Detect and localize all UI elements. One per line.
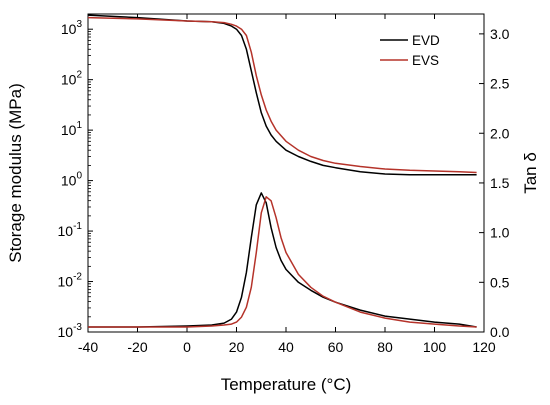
right-tick-label: 1.0 (490, 225, 510, 241)
right-y-axis: 0.0 0.5 1.0 1.5 2.0 2.5 3.0 (479, 26, 510, 340)
left-tick-label: 100 (61, 171, 83, 189)
series-line-evd-tan-delta (88, 192, 477, 328)
right-tick-label: 1.5 (490, 175, 510, 191)
x-axis: -40 -20 0 20 40 60 80 100 120 (78, 14, 496, 355)
left-tick-label: 10-2 (58, 272, 83, 290)
left-tick-label: 10-3 (58, 322, 83, 340)
x-tick-label: 80 (377, 339, 393, 355)
x-tick-label: 0 (183, 339, 191, 355)
legend-label-evd: EVD (412, 33, 440, 48)
series-line-evs-tan-delta (88, 196, 477, 328)
left-tick-label: 102 (61, 70, 83, 88)
left-y-axis: 10-3 10-2 10-1 100 101 102 103 (58, 13, 93, 340)
x-axis-label: Temperature (°C) (221, 375, 352, 394)
x-tick-label: 40 (278, 339, 294, 355)
series-line-evs-storage-modulus (87, 16, 477, 174)
x-tick-label: 120 (472, 339, 496, 355)
right-axis-label: Tan δ (521, 152, 540, 194)
series-line-evd-storage-modulus (87, 14, 477, 176)
x-tick-label: 100 (423, 339, 447, 355)
legend: EVD EVS (380, 33, 440, 68)
right-tick-label: 3.0 (490, 26, 510, 42)
left-axis-label: Storage modulus (MPa) (6, 83, 25, 263)
x-tick-label: -40 (78, 339, 98, 355)
series-layer (87, 14, 477, 328)
x-tick-label: 60 (328, 339, 344, 355)
right-tick-label: 0.0 (490, 324, 510, 340)
x-tick-label: 20 (229, 339, 245, 355)
left-tick-label: 101 (61, 120, 83, 138)
right-tick-label: 2.0 (490, 125, 510, 141)
left-tick-label: 10-1 (58, 221, 83, 239)
right-tick-label: 2.5 (490, 76, 510, 92)
x-tick-label: -20 (127, 339, 147, 355)
left-tick-label: 103 (61, 19, 83, 37)
legend-label-evs: EVS (412, 53, 439, 68)
right-tick-label: 0.5 (490, 274, 510, 290)
